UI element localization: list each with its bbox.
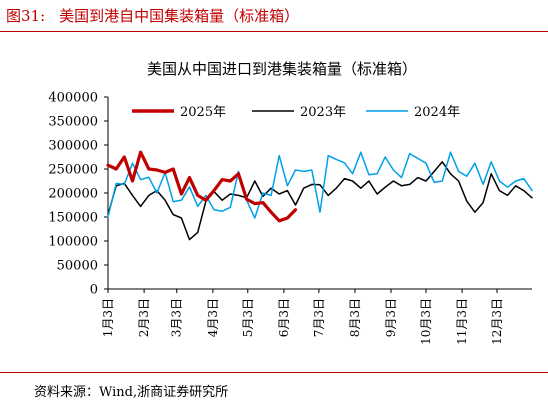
line-chart: 美国从中国进口到港集装箱量（标准箱） 0 50000 100000 150000 200… <box>48 60 533 345</box>
x-tick-label: 11月3日 <box>455 298 469 345</box>
legend-label-2025年: 2025年 <box>180 105 226 120</box>
chart-axes: 0 50000 100000 150000 200000 250000 300000 3500… <box>48 91 532 345</box>
y-tick-label: 300000 <box>48 139 98 154</box>
y-tick-label: 100000 <box>48 235 98 250</box>
chart-title: 美国从中国进口到港集装箱量（标准箱） <box>147 60 417 78</box>
x-tick-label: 5月3日 <box>241 298 255 337</box>
y-tick-label: 400000 <box>48 91 98 106</box>
caption-rule <box>0 31 548 32</box>
figure-caption: 图31: 美国到港自中国集装箱量（标准箱） <box>6 5 299 26</box>
series-line-2023年 <box>107 161 533 241</box>
x-tick-label: 3月3日 <box>170 298 184 337</box>
source-rule <box>0 372 548 373</box>
y-tick-label: 350000 <box>48 115 98 130</box>
source-note: 资料来源：Wind,浙商证券研究所 <box>34 385 229 400</box>
legend-label-2023年: 2023年 <box>300 105 346 120</box>
x-tick-label: 10月3日 <box>419 298 433 345</box>
x-tick-label: 2月3日 <box>137 298 151 337</box>
x-tick-label: 6月3日 <box>277 298 291 337</box>
figure-number: 图31: <box>6 7 46 25</box>
series-line-2025年 <box>106 150 298 223</box>
series-line-2024年 <box>107 151 533 219</box>
x-tick-label: 8月3日 <box>348 298 362 337</box>
y-tick-label: 150000 <box>48 211 98 226</box>
x-tick-label: 7月3日 <box>312 298 326 337</box>
legend-label-2024年: 2024年 <box>414 105 460 120</box>
y-tick-label: 0 <box>90 283 98 298</box>
x-tick-label: 12月3日 <box>490 298 504 345</box>
x-tick-label: 4月3日 <box>206 298 220 337</box>
y-tick-label: 250000 <box>48 163 98 178</box>
y-tick-label: 200000 <box>48 187 98 202</box>
chart-legend: 2025年 2023年 2024年 <box>132 105 460 120</box>
y-tick-label: 50000 <box>57 259 98 274</box>
x-tick-label: 1月3日 <box>101 298 115 337</box>
x-tick-label: 9月3日 <box>384 298 398 337</box>
chart-series <box>106 150 533 241</box>
figure-title: 美国到港自中国集装箱量（标准箱） <box>59 7 300 25</box>
